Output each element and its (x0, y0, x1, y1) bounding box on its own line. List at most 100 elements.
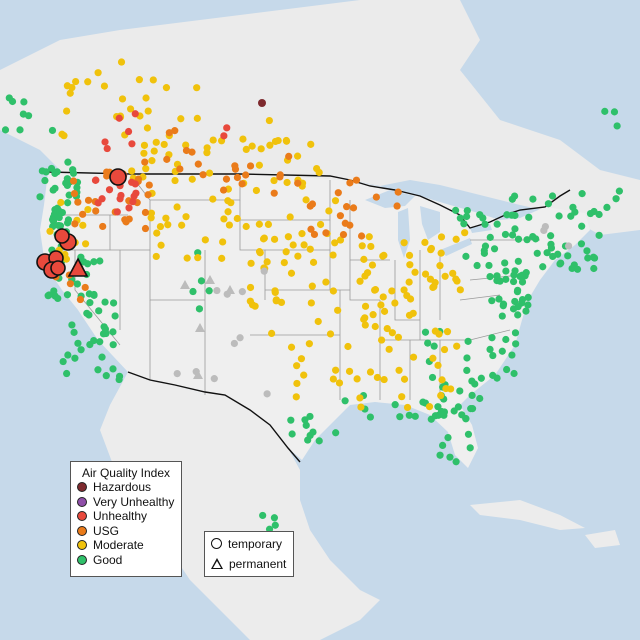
moderate-station-dot (292, 393, 300, 401)
good-station-dot (302, 421, 310, 429)
moderate-station-dot (380, 375, 388, 384)
good-station-dot (109, 365, 117, 373)
moderate-station-dot (314, 317, 322, 326)
good-station-dot (577, 240, 586, 248)
good-station-dot (601, 107, 609, 115)
unknown-station-dot (238, 288, 246, 296)
moderate-station-dot (156, 222, 165, 231)
unknown-permanent-triangle (193, 370, 203, 379)
moderate-station-dot (255, 220, 263, 228)
good-station-dot (444, 433, 452, 442)
usg-station-dot (238, 180, 246, 188)
good-station-dot (396, 413, 404, 421)
unknown-permanent-triangle (205, 275, 215, 284)
good-station-dot (578, 190, 586, 198)
moderate-station-dot (388, 287, 396, 295)
usg-station-dot (339, 230, 348, 239)
good-station-dot (391, 401, 399, 409)
moderate-station-dot (440, 345, 449, 354)
good-station-dot (501, 259, 509, 267)
good-station-dot (501, 230, 510, 239)
moderate-station-dot (361, 321, 369, 329)
moderate-station-dot (331, 239, 339, 247)
moderate-station-dot (430, 283, 438, 291)
moderate-station-dot (336, 236, 345, 244)
moderate-station-dot (251, 302, 259, 310)
unhealthy-station-dot (128, 140, 136, 148)
moderate-station-dot (255, 248, 264, 256)
moderate-station-dot (63, 82, 71, 90)
usg-station-dot (79, 210, 87, 218)
temporary-monitor-circle (54, 228, 70, 244)
good-station-dot (439, 441, 447, 449)
good-station-dot (101, 298, 109, 306)
good-station-dot (90, 291, 98, 299)
moderate-station-dot (435, 330, 443, 338)
moderate-station-dot (152, 138, 160, 146)
good-station-dot (554, 250, 562, 258)
good-station-dot (589, 253, 598, 261)
moderate-station-dot (220, 215, 228, 223)
good-station-dot (473, 261, 481, 270)
good-station-dot (595, 210, 603, 219)
moderate-station-dot (425, 403, 434, 411)
good-station-dot (189, 287, 197, 296)
good-station-dot (111, 312, 119, 320)
unhealthy-station-dot (220, 132, 228, 140)
usg-station-dot (341, 219, 349, 227)
moderate-station-dot (391, 299, 399, 307)
good-station-dot (405, 411, 413, 419)
moderate-station-dot (452, 275, 460, 283)
moderate-station-dot (307, 140, 315, 148)
moderate-station-dot (316, 220, 325, 229)
good-station-dot (41, 176, 49, 185)
moderate-station-dot (294, 252, 302, 260)
usg-station-dot (276, 173, 284, 181)
moderate-station-dot (300, 371, 308, 379)
usg-station-dot (242, 171, 250, 179)
moderate-station-dot (286, 213, 294, 221)
moderate-station-dot (157, 241, 165, 249)
moderate-station-dot (183, 254, 191, 262)
good-station-dot (481, 242, 490, 250)
moderate-station-dot (271, 288, 279, 297)
good-station-dot (440, 411, 448, 419)
moderate-station-dot (242, 222, 250, 231)
moderate-station-dot (193, 84, 201, 92)
moderate-station-dot (246, 297, 254, 305)
lake-huron (420, 206, 440, 240)
good-station-dot (595, 231, 603, 239)
usg-station-dot (343, 203, 351, 211)
good-station-dot (95, 307, 103, 315)
moderate-station-dot (270, 235, 279, 243)
moderate-station-dot (140, 149, 148, 157)
moderate-station-dot (358, 242, 366, 250)
moderate-station-dot (400, 286, 408, 294)
triangle-icon (211, 558, 223, 569)
moderate-station-dot (344, 342, 352, 351)
moderate-station-dot (171, 176, 179, 185)
moderate-station-dot (442, 384, 450, 393)
permanent-monitor-triangle (67, 257, 89, 277)
good-station-dot (446, 453, 454, 461)
moderate-station-dot (257, 145, 265, 153)
good-station-dot (63, 291, 72, 299)
moderate-station-dot (242, 145, 250, 154)
moderate-station-dot (203, 144, 211, 152)
good-station-dot (115, 375, 123, 384)
moderate-station-dot (315, 168, 323, 177)
good-station-dot (456, 214, 464, 222)
usg-station-dot (84, 196, 93, 204)
moderate-station-dot (182, 213, 190, 221)
usg-station-dot (74, 198, 82, 206)
moderate-station-dot (371, 286, 380, 294)
good-station-dot (48, 126, 57, 135)
moderate-station-dot (353, 375, 361, 383)
moderate-station-dot (140, 141, 149, 149)
good-station-dot (45, 291, 53, 299)
moderate-swatch (77, 540, 87, 551)
good-station-dot (430, 342, 438, 350)
usg-station-dot (144, 191, 152, 199)
moderate-station-dot (325, 207, 333, 215)
moderate-station-dot (335, 379, 344, 387)
